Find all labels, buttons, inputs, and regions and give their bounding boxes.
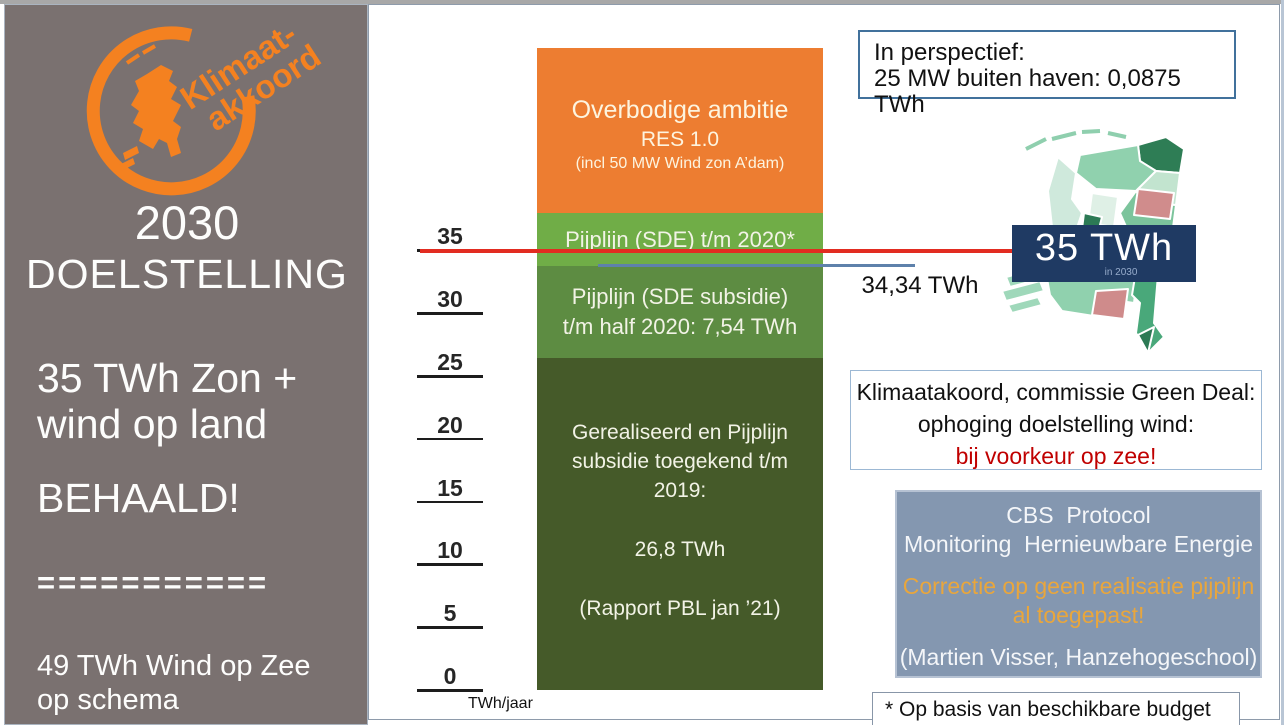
- y-axis-tick-label: 20: [437, 411, 463, 438]
- sidebar-footer-line1: 49 TWh Wind op Zee: [37, 650, 311, 682]
- bar-segment-pijplijn-sde-2020: Pijplijn (SDE) t/m 2020*: [537, 213, 823, 266]
- y-axis-tick: 5: [417, 600, 483, 629]
- y-axis-tick: 0: [417, 663, 483, 692]
- y-axis-unit-label: TWh/jaar: [468, 695, 533, 712]
- perspective-line2: 25 MW buiten haven: 0,0875 TWh: [874, 65, 1181, 118]
- segment-label: Gerealiseerd en Pijplijn: [572, 421, 788, 444]
- cbs-line1: CBS Protocol: [1006, 502, 1151, 528]
- bar-segment-overbodige-ambitie: Overbodige ambitie RES 1.0 (incl 50 MW W…: [537, 48, 823, 213]
- sidebar-subtitle-line1: 35 TWh Zon +: [37, 355, 298, 401]
- y-axis-tick: 15: [417, 475, 483, 504]
- y-axis-tick-line: [417, 437, 483, 441]
- segment-value: 26,8 TWh: [634, 538, 726, 561]
- sidebar-title-goal: DOELSTELLING: [26, 251, 348, 297]
- y-axis-tick: 35: [417, 223, 483, 252]
- cbs-box: CBS Protocol Monitoring Hernieuwbare Ene…: [895, 490, 1262, 678]
- klimaatakkoord-logo-icon: Klimaat- akkoord: [86, 15, 327, 196]
- y-axis-tick-line: [417, 626, 483, 629]
- segment-note: (incl 50 MW Wind zon A’dam): [575, 155, 785, 172]
- y-axis-tick-label: 0: [443, 663, 457, 689]
- segment-label: 2019:: [653, 479, 707, 502]
- cbs-correction-line2: al toegepast!: [1012, 602, 1145, 628]
- segment-value: t/m half 2020: 7,54 TWh: [562, 314, 798, 339]
- green-deal-warning: bij voorkeur op zee!: [955, 443, 1157, 469]
- bar-segment-gerealiseerd: Gerealiseerd en Pijplijn subsidie toegek…: [537, 358, 823, 690]
- perspective-box: In perspectief: 25 MW buiten haven: 0,08…: [858, 30, 1236, 118]
- target-35twh-line: [420, 249, 1012, 253]
- y-axis-tick-label: 35: [437, 223, 463, 250]
- footnote-text: * Op basis van beschikbare budget: [885, 698, 1211, 721]
- target-badge: 35 TWh in 2030: [1012, 225, 1196, 282]
- segment-label: subsidie toegekend t/m: [572, 450, 788, 473]
- green-deal-line1: Klimaatakoord, commissie Green Deal:: [856, 379, 1256, 405]
- segment-label: Pijplijn (SDE) t/m 2020*: [565, 226, 795, 252]
- y-axis-tick: 30: [417, 286, 483, 315]
- y-axis-tick-line: [417, 500, 483, 504]
- y-axis-tick-line: [417, 375, 483, 378]
- green-deal-line2: ophoging doelstelling wind:: [917, 411, 1195, 437]
- y-axis-tick-label: 25: [437, 349, 463, 375]
- y-axis-tick-line: [417, 563, 483, 566]
- y-axis-tick: 10: [417, 537, 483, 566]
- green-deal-box: Klimaatakoord, commissie Green Deal: oph…: [850, 370, 1262, 470]
- segment-label: Overbodige ambitie: [571, 96, 789, 124]
- y-axis-tick-label: 5: [443, 600, 457, 627]
- perspective-line1: In perspectief:: [874, 39, 1025, 66]
- cbs-line2: Monitoring Hernieuwbare Energie: [903, 531, 1254, 557]
- footnote-box: * Op basis van beschikbare budget: [872, 692, 1240, 725]
- total-3434-line: [598, 264, 915, 267]
- sidebar-subtitle-line2: wind op land: [37, 401, 268, 447]
- sidebar-title-year: 2030: [134, 196, 240, 249]
- total-value-label: 34,34 TWh: [861, 272, 979, 299]
- y-axis-tick-label: 15: [437, 474, 463, 501]
- segment-sublabel: RES 1.0: [640, 128, 720, 151]
- sidebar-divider: ===========: [37, 565, 270, 600]
- cbs-correction-line1: Correctie op geen realisatie pijplijn: [902, 573, 1255, 599]
- segment-source: (Rapport PBL jan ’21): [579, 597, 781, 620]
- right-border: [1281, 0, 1284, 725]
- y-axis-tick-line: [417, 312, 483, 315]
- y-axis-tick: 25: [417, 349, 483, 378]
- bar-segment-pijplijn-sde-subsidie: Pijplijn (SDE subsidie) t/m half 2020: 7…: [537, 266, 823, 358]
- target-badge-sub: in 2030: [1104, 267, 1138, 278]
- y-axis-tick-label: 30: [437, 286, 463, 313]
- y-axis-tick-line: [417, 689, 483, 692]
- sidebar-status: BEHAALD!: [37, 475, 240, 521]
- sidebar: Klimaat- akkoord 2030 DOELSTELLING 35 TW…: [4, 4, 368, 725]
- y-axis-tick: 20: [417, 412, 483, 441]
- segment-label: Pijplijn (SDE subsidie): [571, 284, 789, 309]
- cbs-author: (Martien Visser, Hanzehogeschool): [899, 644, 1258, 670]
- top-border: [0, 0, 1284, 4]
- sidebar-footer-line2: op schema: [37, 684, 179, 716]
- target-badge-value: 35 TWh: [1034, 227, 1174, 269]
- y-axis-tick-label: 10: [437, 537, 463, 564]
